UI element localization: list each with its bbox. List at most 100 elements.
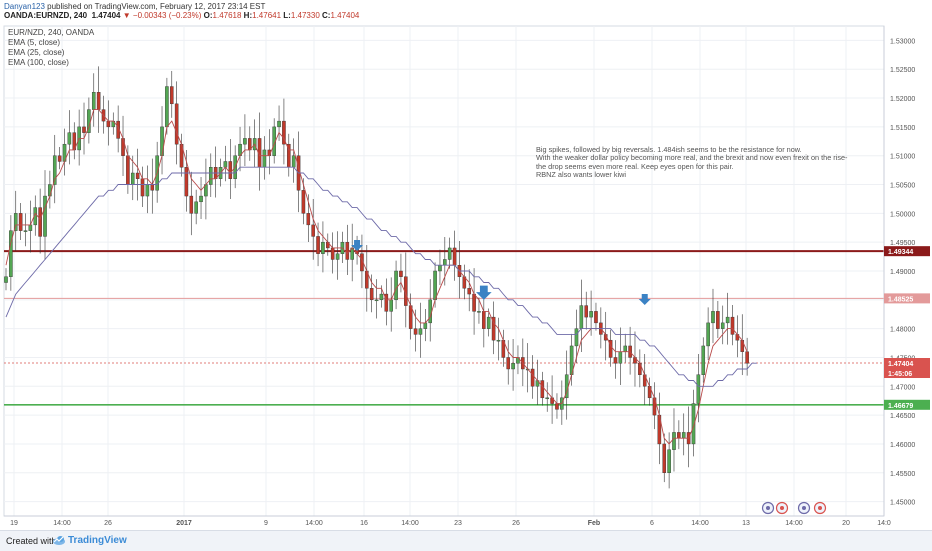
y-tick-label: 1.53000 (890, 38, 915, 45)
down-arrow-icon (638, 294, 651, 305)
up-candle (447, 247, 452, 260)
down-candle (384, 293, 389, 312)
publish-info: Danyan123 published on TradingView.com, … (4, 2, 265, 11)
close-value: 1.47404 (330, 11, 360, 20)
up-candle (618, 351, 623, 364)
up-candle (23, 230, 28, 232)
down-candle (228, 161, 233, 179)
y-tick-label: 1.50500 (890, 183, 915, 190)
up-candle (423, 322, 428, 329)
price-tag-label: 1.46679 (888, 403, 913, 410)
y-tick-label: 1.45000 (890, 500, 915, 507)
legend-ema-100[interactable]: EMA (100, close) (8, 58, 69, 67)
economic-event-dot (818, 506, 822, 510)
economic-event-dot (780, 506, 784, 510)
down-candle (282, 120, 286, 145)
up-candle (711, 311, 715, 324)
down-candle (38, 207, 42, 237)
publish-date: published on TradingView.com, February 1… (47, 2, 266, 11)
countdown-label: 1:45:06 (888, 371, 912, 378)
x-tick-label: 14:00 (53, 520, 71, 527)
legend-ema-25[interactable]: EMA (25, close) (8, 48, 65, 57)
up-candle (262, 149, 267, 168)
down-candle (18, 213, 23, 231)
tradingview-cloud-icon[interactable] (52, 534, 66, 546)
up-candle (67, 132, 72, 145)
price-tag-label: 1.48525 (888, 296, 913, 303)
up-candle (486, 316, 491, 329)
x-tick-label: 6 (650, 520, 654, 527)
up-candle (667, 449, 671, 473)
economic-event-dot (766, 506, 770, 510)
down-candle (306, 213, 311, 226)
up-candle (511, 363, 515, 370)
down-candle (452, 247, 457, 266)
candlestick-chart[interactable]: 1.53000 1.52500 1.52000 1.51500 1.51000 1.505… (0, 20, 932, 530)
up-candle (720, 322, 725, 329)
down-candle (174, 103, 179, 145)
down-candle (82, 126, 86, 133)
down-arrow-icon: ▼ (122, 11, 131, 20)
ema-lines (5, 109, 757, 445)
down-candle (399, 270, 403, 277)
down-candle (413, 328, 418, 335)
up-candle (91, 92, 96, 110)
y-tick-label: 1.52000 (890, 96, 915, 103)
x-tick-label: 26 (512, 520, 520, 527)
down-candle (472, 293, 476, 312)
tradingview-brand[interactable]: TradingView (68, 535, 127, 546)
up-candle (43, 195, 47, 237)
y-tick-label: 1.51000 (890, 154, 915, 161)
up-candle (433, 270, 437, 301)
down-candle (345, 241, 350, 260)
close-label: C: (322, 11, 331, 20)
open-value: 1.47618 (212, 11, 242, 20)
up-candle (13, 213, 18, 231)
down-candle (745, 351, 749, 364)
author-link[interactable]: Danyan123 (4, 2, 45, 11)
up-candle (477, 311, 481, 313)
down-candle (662, 443, 667, 473)
price-tag-support (884, 399, 930, 410)
low-label: L: (283, 11, 291, 20)
annotation-arrows (351, 240, 651, 305)
y-tick-label: 1.52500 (890, 67, 915, 74)
down-candle (140, 178, 145, 197)
event-markers (761, 501, 827, 515)
ema-slow-line (5, 166, 757, 387)
chart-area[interactable]: 1.53000 1.52500 1.52000 1.51500 1.51000 1.505… (0, 20, 932, 530)
y-tick-label: 1.49500 (890, 240, 915, 247)
y-tick-label: 1.51500 (890, 125, 915, 132)
up-candle (28, 224, 33, 231)
down-candle (482, 311, 486, 329)
note-line-3: the drop seems even more real. Keep eyes… (536, 161, 734, 171)
up-candle (223, 161, 228, 168)
down-candle (106, 120, 111, 128)
down-candle (594, 311, 598, 324)
price-tag-resistance_2 (884, 293, 930, 304)
chart-axes: 1.53000 1.52500 1.52000 1.51500 1.51000 1.505… (4, 26, 930, 527)
chart-header: Danyan123 published on TradingView.com, … (0, 0, 932, 20)
legend-title: EUR/NZD, 240, OANDA (8, 28, 95, 37)
up-candle (379, 293, 384, 301)
up-candle (165, 86, 169, 128)
y-tick-label: 1.45500 (890, 471, 915, 478)
note-line-2: With the weaker dollar policy becoming m… (536, 153, 848, 163)
footer-bar: Created with TradingView (0, 530, 932, 551)
price-tag-current (884, 358, 930, 369)
x-tick-label: 20 (842, 520, 850, 527)
down-candle (530, 368, 535, 387)
down-candle (330, 247, 335, 260)
down-candle (584, 305, 589, 318)
down-candle (169, 86, 174, 105)
legend-ema-5[interactable]: EMA (5, close) (8, 38, 61, 47)
up-candle (589, 311, 593, 318)
up-candle (443, 259, 447, 266)
note-line-1: Big spikes, followed by big reversals. 1… (536, 145, 802, 154)
up-candle (199, 195, 203, 203)
down-arrow-icon (476, 285, 492, 300)
up-candle (725, 316, 730, 324)
chart-grid (3, 25, 885, 517)
x-tick-label: 26 (104, 520, 112, 527)
up-candle (277, 120, 281, 128)
